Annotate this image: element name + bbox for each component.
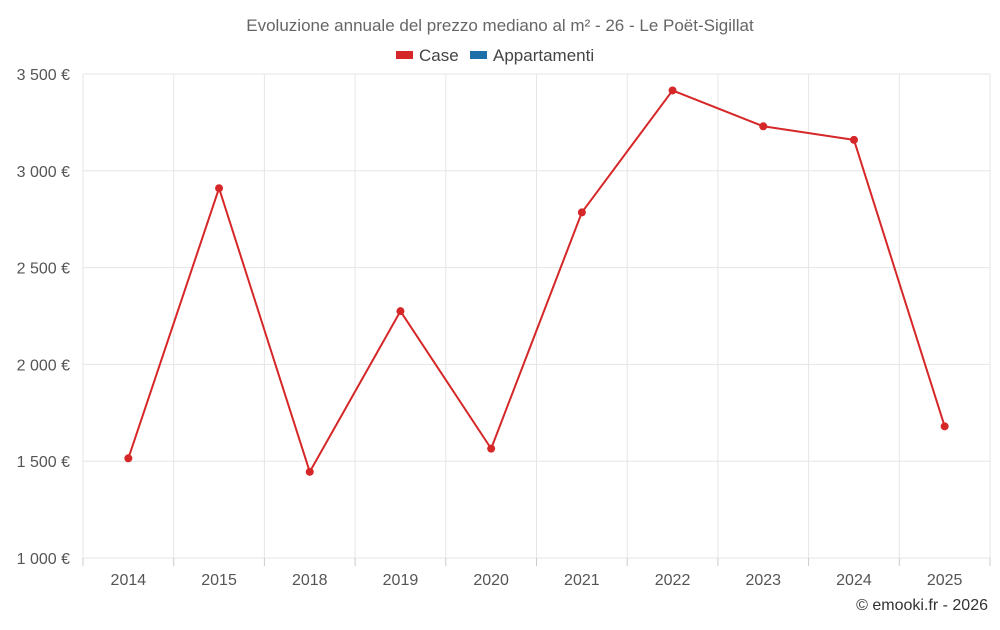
series: [124, 86, 949, 476]
y-axis: 1 000 € 1 500 € 2 000 € 2 500 € 3 000 € 3 500…: [17, 67, 70, 568]
series-line-case: [127, 89, 946, 473]
legend-swatch-case: [396, 51, 413, 59]
data-point[interactable]: [124, 454, 133, 463]
x-tick-label: 2025: [927, 572, 963, 589]
chart-title: Evoluzione annuale del prezzo mediano al…: [246, 16, 754, 35]
y-tick-label: 3 000 €: [17, 164, 70, 181]
x-tick-label: 2021: [564, 572, 600, 589]
y-tick-label: 1 000 €: [17, 551, 70, 568]
legend-item-appartamenti[interactable]: Appartamenti: [470, 46, 594, 65]
legend-label-appartamenti: Appartamenti: [493, 46, 594, 65]
y-tick-label: 1 500 €: [17, 454, 70, 471]
data-point[interactable]: [668, 86, 677, 95]
x-tick-label: 2014: [111, 572, 147, 589]
grid: [82, 73, 991, 559]
x-tick-label: 2023: [745, 572, 781, 589]
x-axis: 2014 2015 2018 2019 2020 2021 2022 2023 2024 2025: [82, 558, 991, 589]
legend-label-case: Case: [419, 46, 459, 65]
x-tick-label: 2018: [292, 572, 328, 589]
data-point[interactable]: [487, 444, 496, 453]
data-point[interactable]: [577, 208, 586, 217]
data-point[interactable]: [849, 135, 858, 144]
data-point[interactable]: [396, 307, 405, 316]
x-tick-label: 2024: [836, 572, 872, 589]
data-point[interactable]: [215, 184, 224, 193]
x-tick-label: 2019: [383, 572, 419, 589]
legend-item-case[interactable]: Case: [396, 46, 459, 65]
x-tick-label: 2022: [655, 572, 691, 589]
data-point[interactable]: [940, 422, 949, 431]
copyright-footer: © emooki.fr - 2026: [856, 597, 988, 614]
legend[interactable]: Case Appartamenti: [396, 46, 594, 65]
data-point[interactable]: [759, 122, 768, 131]
x-tick-label: 2015: [201, 572, 237, 589]
x-tick-label: 2020: [473, 572, 509, 589]
data-point[interactable]: [305, 467, 314, 476]
legend-swatch-appartamenti: [470, 51, 487, 59]
y-tick-label: 2 500 €: [17, 261, 70, 278]
y-tick-label: 2 000 €: [17, 357, 70, 374]
y-tick-label: 3 500 €: [17, 67, 70, 84]
